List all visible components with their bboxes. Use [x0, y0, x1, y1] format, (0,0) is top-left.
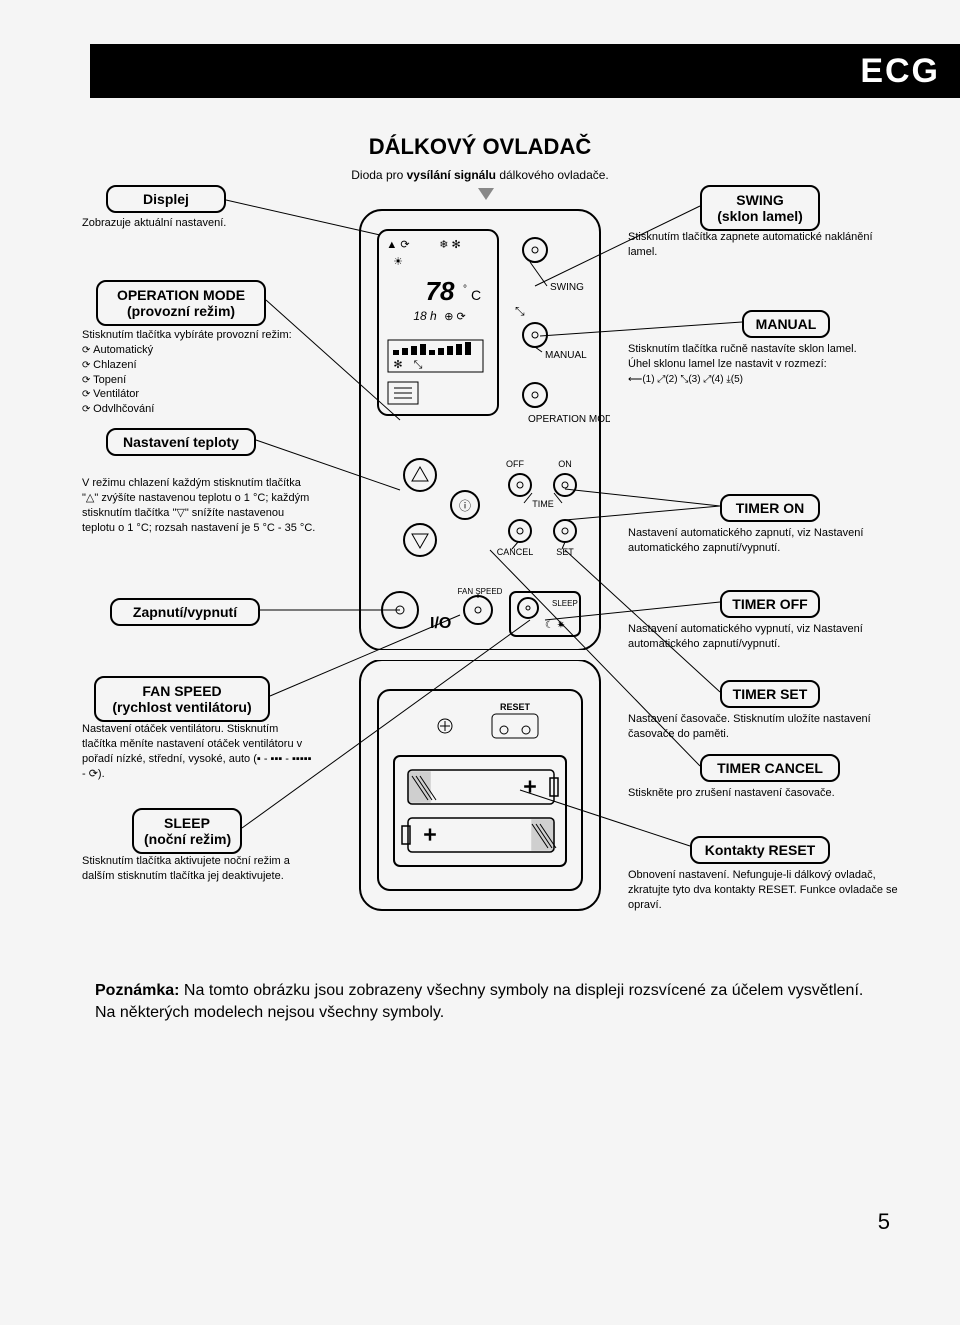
svg-text:°: ° [463, 284, 467, 295]
footnote-bold: Poznámka: [95, 982, 179, 999]
svg-text:ⓘ: ⓘ [459, 499, 471, 513]
remote-set-label: SET [556, 547, 574, 557]
svg-text:☾ ✷: ☾ ✷ [545, 620, 565, 631]
svg-text:18 h: 18 h [413, 309, 437, 323]
footnote-text: Na tomto obrázku jsou zobrazeny všechny … [95, 982, 863, 1021]
remote-sleep-label: SLEEP [552, 599, 578, 608]
footnote: Poznámka: Na tomto obrázku jsou zobrazen… [95, 980, 875, 1025]
remote-time-label: TIME [532, 499, 554, 509]
remote-reset-label: RESET [500, 702, 531, 712]
svg-text:＋: ＋ [423, 827, 437, 843]
svg-text:＋: ＋ [523, 779, 537, 795]
remote-off-label: OFF [506, 459, 524, 469]
page-number: 5 [878, 1209, 890, 1235]
remote-fan-label: FAN SPEED [458, 587, 503, 596]
remote-battery-diagram: RESET ＋ ＋ [350, 660, 610, 920]
svg-text:⊕ ⟳: ⊕ ⟳ [444, 311, 466, 323]
svg-text:C: C [471, 287, 481, 303]
remote-diagram: ▲ ⟳ ❄ ✻ ☀ 78 ° C 18 h ⊕ ⟳ ✻ ⤡ SWING ⤡ MAN… [350, 200, 610, 650]
remote-swing-label: SWING [550, 282, 584, 293]
remote-io-label: I/O [430, 615, 451, 632]
svg-text:⤡: ⤡ [515, 304, 525, 318]
remote-on-label: ON [558, 459, 572, 469]
svg-text:✻: ✻ [393, 359, 402, 371]
svg-text:78: 78 [426, 276, 455, 306]
remote-manual-label: MANUAL [545, 350, 587, 361]
svg-text:☀: ☀ [393, 256, 403, 268]
svg-text:▲ ⟳: ▲ ⟳ [386, 239, 409, 251]
remote-cancel-label: CANCEL [497, 547, 534, 557]
svg-text:⤡: ⤡ [414, 359, 423, 371]
svg-text:❄ ✻: ❄ ✻ [439, 239, 461, 251]
remote-opmode-label: OPERATION MODE [528, 414, 610, 425]
